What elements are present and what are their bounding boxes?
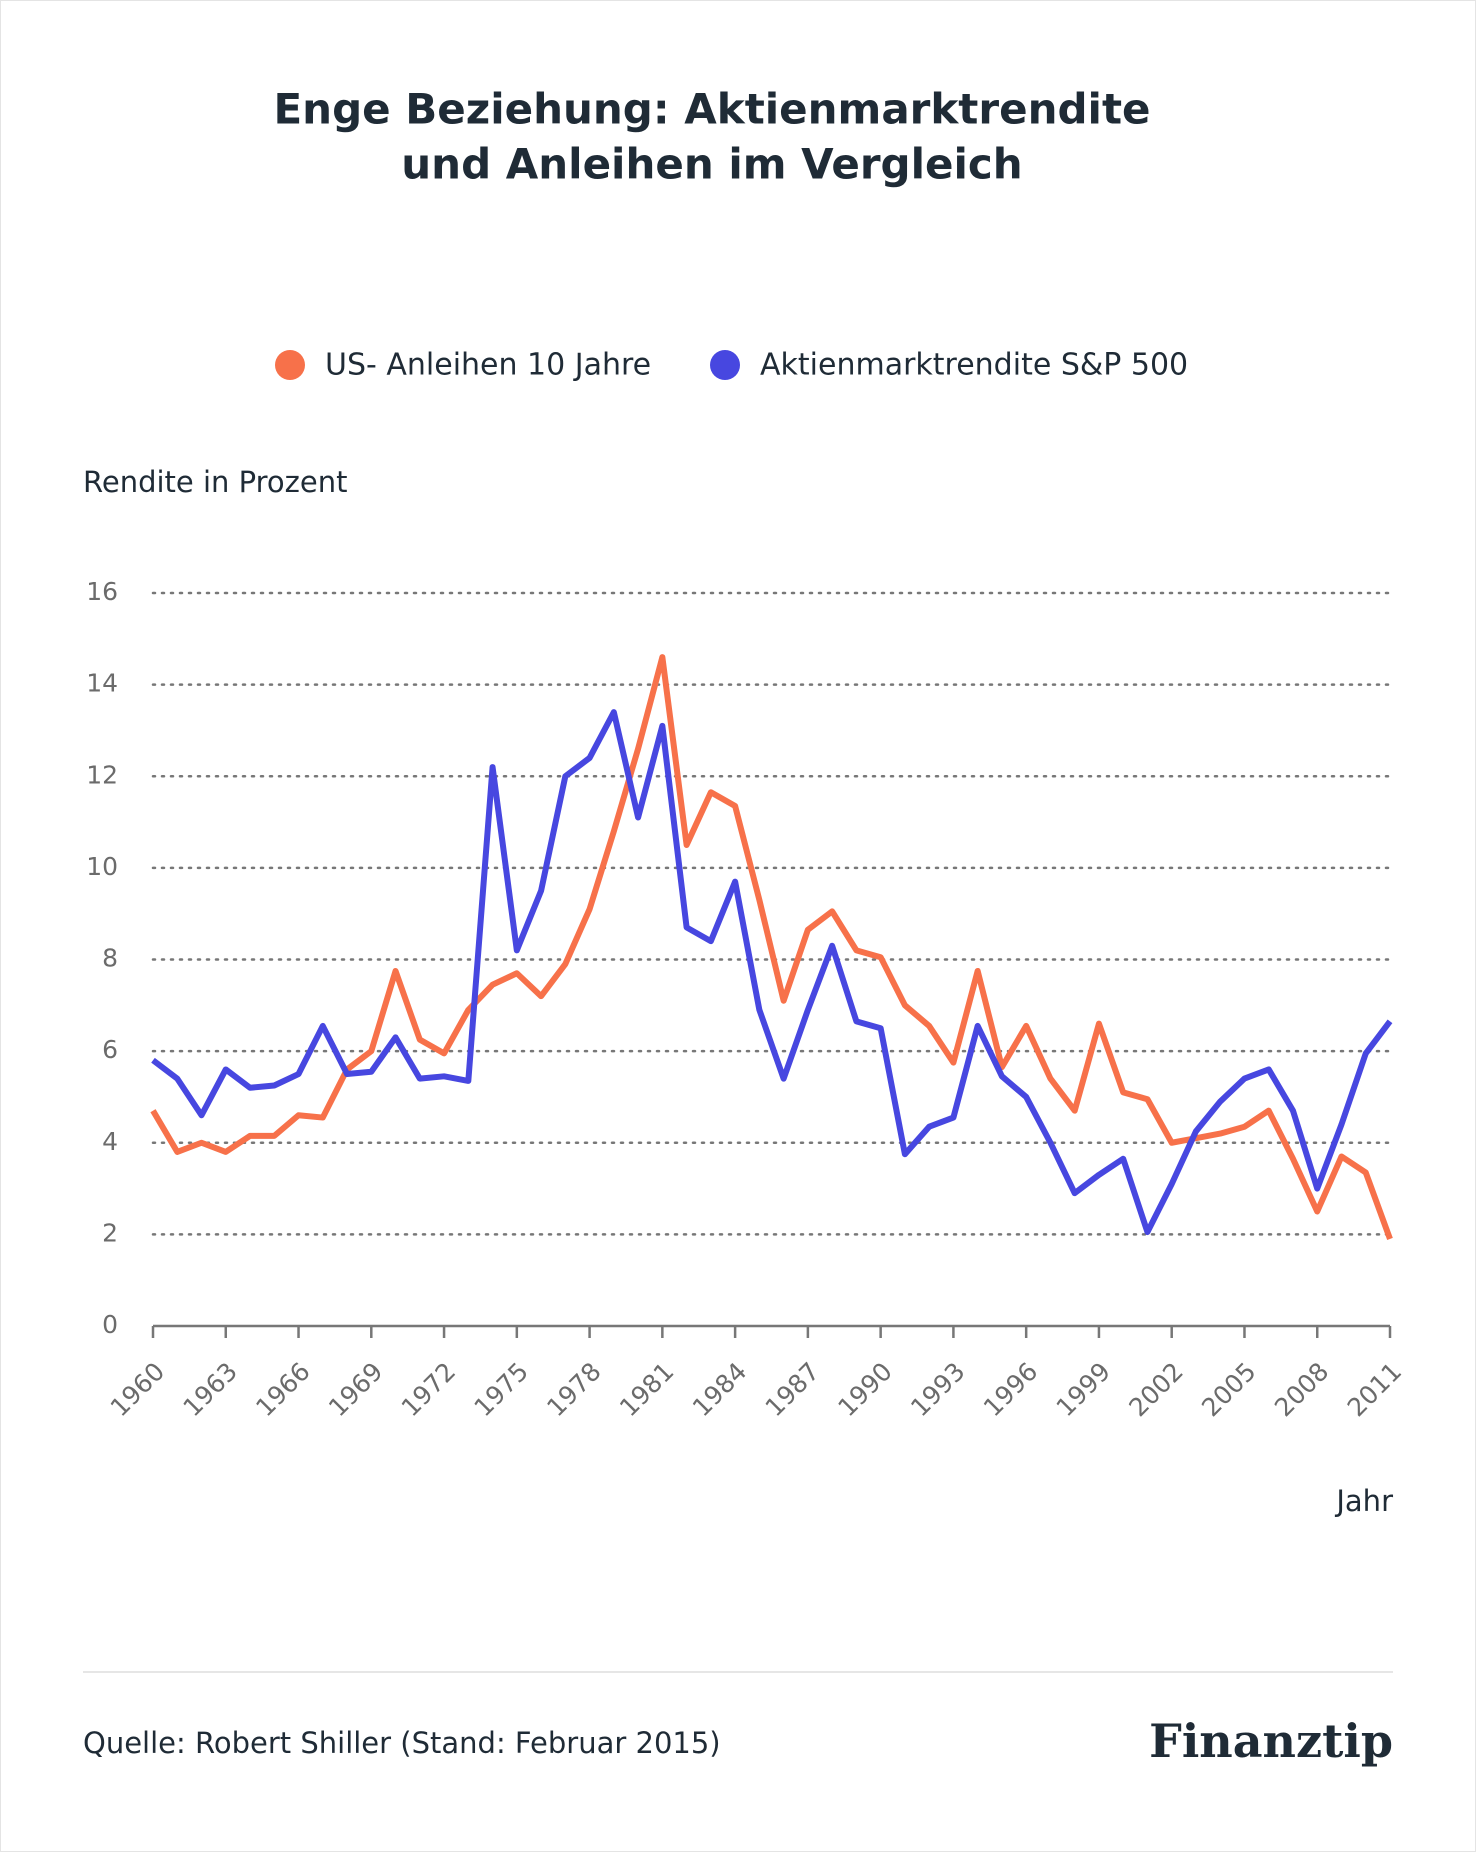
y-tick-label: 8 [102, 944, 118, 973]
y-tick-label: 2 [102, 1218, 118, 1247]
legend-label: US- Anleihen 10 Jahre [325, 348, 651, 383]
line-series [150, 654, 1393, 1240]
y-tick-label: 4 [102, 1127, 118, 1156]
y-tick-label: 6 [102, 1035, 118, 1064]
chart-title: und Anleihen im Vergleich [401, 140, 1022, 189]
x-axis-label: Jahr [1334, 1484, 1393, 1518]
source: Quelle: Robert Shiller (Stand: Februar 2… [83, 1726, 721, 1760]
y-axis-label: Rendite in Prozent [83, 465, 347, 499]
brand: Finanztip [1149, 1714, 1393, 1768]
y-tick-label: 10 [86, 852, 118, 881]
line-series [151, 709, 1393, 1236]
legend-marker [275, 350, 305, 380]
legend-marker [710, 350, 740, 380]
legend-label: Aktienmarktrendite S&P 500 [760, 348, 1188, 383]
y-tick-label: 14 [86, 669, 118, 698]
y-tick-label: 0 [102, 1310, 118, 1339]
y-tick-label: 16 [86, 577, 118, 606]
y-tick-label: 12 [86, 760, 118, 789]
chart-title: Enge Beziehung: Aktienmarktrendite [273, 85, 1150, 134]
